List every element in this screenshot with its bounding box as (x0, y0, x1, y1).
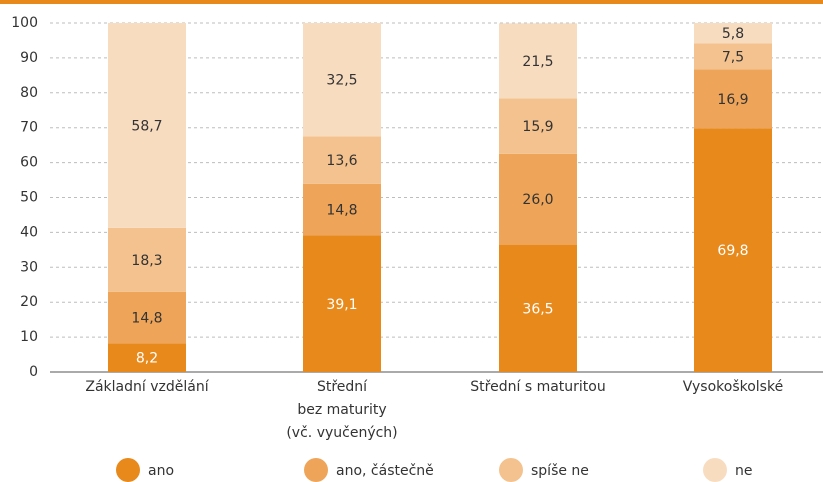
data-label: 14,8 (131, 311, 162, 327)
data-label: 36,5 (522, 301, 553, 317)
bar-segment (694, 23, 772, 44)
bar-segment (694, 69, 772, 129)
legend-swatch (304, 458, 328, 482)
bar-segment (108, 291, 186, 344)
legend-label: spíše ne (531, 463, 589, 479)
data-label: 26,0 (522, 192, 553, 208)
y-tick-label: 0 (29, 364, 38, 380)
data-label: 58,7 (131, 118, 162, 134)
legend-label: ano (148, 463, 174, 479)
bar-segment (108, 23, 186, 228)
data-label: 5,8 (722, 26, 744, 42)
y-tick-label: 60 (20, 155, 38, 171)
bar-segment (499, 98, 577, 154)
data-label: 16,9 (717, 92, 748, 108)
data-label: 13,6 (326, 153, 357, 169)
data-label: 14,8 (326, 203, 357, 219)
bar-segment (499, 244, 577, 372)
x-tick-label: Základní vzdělání (85, 379, 209, 395)
bar-segment (303, 136, 381, 184)
bar-segment (694, 128, 772, 372)
bar-segment (694, 43, 772, 70)
y-tick-label: 100 (11, 15, 38, 31)
y-tick-label: 80 (20, 85, 38, 101)
legend-swatch (499, 458, 523, 482)
legend-label: ne (735, 463, 753, 479)
top-rule (0, 0, 823, 4)
bar-segment (108, 227, 186, 292)
y-tick-label: 70 (20, 120, 38, 136)
bar-segment (499, 23, 577, 99)
legend-label: ano, částečně (336, 463, 434, 479)
bar-segment (303, 183, 381, 236)
y-tick-label: 10 (20, 329, 38, 345)
y-tick-label: 50 (20, 190, 38, 206)
y-tick-label: 40 (20, 224, 38, 240)
y-tick-label: 90 (20, 50, 38, 66)
x-tick-label: Střední s maturitou (470, 379, 605, 395)
bar-segment (108, 343, 186, 372)
data-label: 32,5 (326, 73, 357, 89)
x-tick-label: Vysokoškolské (683, 379, 783, 395)
data-label: 7,5 (722, 49, 744, 65)
data-label: 18,3 (131, 253, 162, 269)
x-tick-label: Střední bez maturity (vč. vyučených) (286, 379, 397, 441)
bar-segment (303, 23, 381, 137)
bar-segment (303, 235, 381, 372)
legend-swatch (116, 458, 140, 482)
data-label: 39,1 (326, 297, 357, 313)
data-label: 15,9 (522, 119, 553, 135)
data-label: 69,8 (717, 243, 748, 259)
bar-segment (499, 153, 577, 245)
data-label: 8,2 (136, 351, 158, 367)
data-label: 21,5 (522, 54, 553, 70)
y-tick-label: 30 (20, 259, 38, 275)
legend-swatch (703, 458, 727, 482)
y-tick-label: 20 (20, 294, 38, 310)
